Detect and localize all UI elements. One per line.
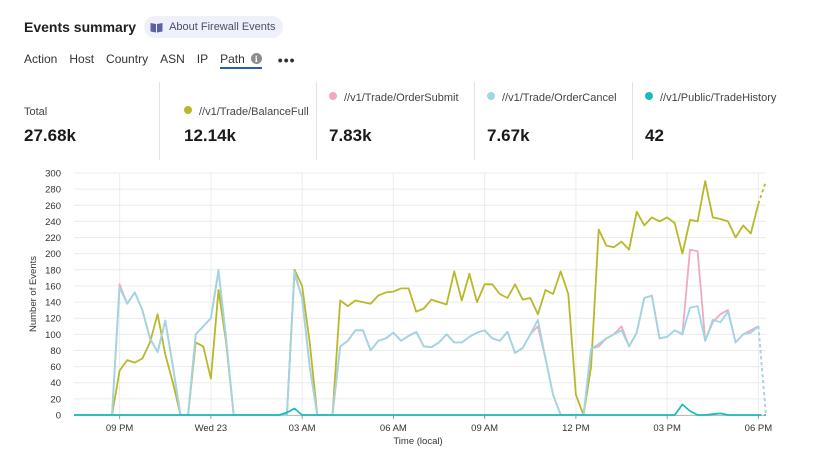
tab-path[interactable]: Path i (220, 52, 262, 69)
y-tick-label: 120 (45, 314, 61, 325)
y-tick-label: 0 (56, 411, 61, 422)
y-tick-label: 180 (45, 265, 61, 276)
filter-tabs: Action Host Country ASN IP Path i ••• (24, 50, 296, 70)
tab-country[interactable]: Country (106, 52, 148, 69)
stat-tradehistory-value: 42 (645, 126, 664, 145)
legend-dot (487, 92, 495, 100)
chart-series (74, 180, 767, 416)
tab-host[interactable]: Host (69, 52, 94, 69)
x-tick-label: Wed 23 (195, 423, 228, 434)
stat-ordercancel[interactable]: //v1/Trade/OrderCancel 7.67k (474, 82, 632, 160)
tab-action-label: Action (24, 51, 58, 66)
y-tick-label: 300 (45, 169, 61, 180)
stat-ordercancel-label: //v1/Trade/OrderCancel (487, 90, 619, 106)
summary-header: Events summary About Firewall Events (24, 16, 284, 38)
stat-total-value: 27.68k (24, 126, 76, 145)
y-tick-label: 220 (45, 233, 61, 244)
y-tick-label: 60 (50, 362, 61, 373)
y-tick-label: 140 (45, 298, 61, 309)
x-tick-label: 09 AM (471, 423, 498, 434)
x-tick-label: 09 PM (106, 423, 134, 434)
y-axis-label: Number of Events (28, 256, 39, 332)
page-title: Events summary (24, 19, 137, 35)
series-line-partial-2 (757, 326, 767, 416)
y-tick-label: 280 (45, 185, 61, 196)
y-tick-label: 240 (45, 217, 61, 228)
stat-total-label: Total (24, 106, 48, 118)
stat-ordercancel-value: 7.67k (487, 126, 530, 145)
x-tick-label: 06 PM (745, 423, 773, 434)
x-tick-label: 12 PM (562, 423, 590, 434)
tab-path-label: Path (220, 51, 245, 66)
stat-ordersubmit-label: //v1/Trade/OrderSubmit (329, 90, 459, 106)
chart-grid (74, 172, 766, 416)
tab-country-label: Country (106, 51, 149, 66)
tab-asn-label: ASN (160, 51, 185, 66)
about-firewall-events-label: About Firewall Events (169, 21, 276, 33)
tab-action[interactable]: Action (24, 52, 57, 69)
stat-balancefull[interactable]: //v1/Trade/BalanceFull 12.14k (159, 82, 316, 160)
book-icon (150, 22, 163, 32)
legend-dot (329, 92, 337, 100)
x-tick-label: 03 PM (653, 423, 681, 434)
stat-total: Total 27.68k (0, 82, 159, 160)
x-tick-label: 06 AM (380, 423, 407, 434)
tab-host-label: Host (69, 51, 95, 66)
series-line-3[interactable] (74, 403, 759, 416)
stat-balancefull-value: 12.14k (184, 126, 236, 145)
y-tick-label: 20 (50, 394, 61, 405)
y-tick-label: 260 (45, 201, 61, 212)
y-tick-label: 80 (50, 346, 61, 357)
info-icon[interactable]: i (250, 53, 262, 64)
tab-ip[interactable]: IP (197, 52, 208, 69)
y-tick-label: 160 (45, 281, 61, 292)
stat-balancefull-label: //v1/Trade/BalanceFull (184, 104, 324, 120)
legend-dot (645, 92, 653, 100)
series-line-partial-0 (757, 180, 767, 204)
y-tick-label: 200 (45, 249, 61, 260)
stats-row: Total 27.68k //v1/Trade/BalanceFull 12.1… (0, 82, 823, 160)
x-axis-ticks: 09 PM Wed 23 03 AM 06 AM 09 AM 12 PM 03 PM 06 P… (106, 415, 772, 434)
y-tick-label: 100 (45, 330, 61, 341)
stat-ordersubmit[interactable]: //v1/Trade/OrderSubmit 7.83k (316, 82, 474, 160)
stat-tradehistory-label: //v1/Public/TradeHistory (645, 90, 781, 106)
more-options-icon[interactable]: ••• (277, 52, 296, 68)
stat-ordersubmit-value: 7.83k (329, 126, 372, 145)
y-tick-label: 40 (50, 378, 61, 389)
y-axis-ticks: 0 20 40 60 80 100 120 140 160 180 200 220 240 260 280 3… (45, 169, 61, 422)
x-axis-label: Time (local) (393, 436, 442, 447)
events-line-chart[interactable]: 0 20 40 60 80 100 120 140 160 180 200 220 240 260 280 3… (0, 160, 823, 461)
stat-tradehistory[interactable]: //v1/Public/TradeHistory 42 (632, 82, 792, 160)
series-line-2[interactable] (74, 268, 759, 416)
x-tick-label: 03 AM (289, 423, 316, 434)
about-firewall-events-link[interactable]: About Firewall Events (144, 16, 284, 38)
legend-dot (184, 106, 192, 114)
tab-ip-label: IP (196, 51, 209, 66)
series-line-0[interactable] (74, 180, 760, 416)
tab-asn[interactable]: ASN (160, 52, 185, 69)
